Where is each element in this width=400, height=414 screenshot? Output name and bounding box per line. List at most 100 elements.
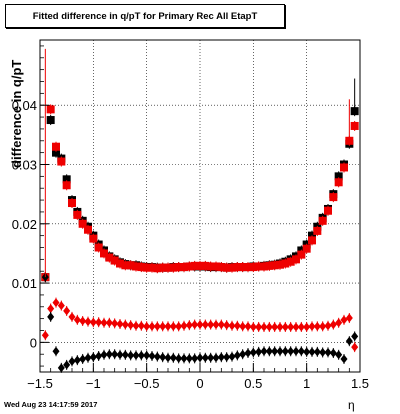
data-point-diamond bbox=[84, 353, 92, 363]
data-point-diamond bbox=[68, 312, 76, 322]
data-point-diamond bbox=[313, 321, 321, 331]
x-tick-label: 0.5 bbox=[244, 376, 262, 391]
data-point-diamond bbox=[196, 320, 204, 330]
data-point-square bbox=[73, 210, 82, 219]
data-point-square bbox=[137, 263, 146, 272]
data-point-square bbox=[340, 163, 348, 172]
data-point-diamond bbox=[201, 353, 209, 363]
data-point-square bbox=[313, 226, 322, 235]
data-point-square bbox=[238, 263, 247, 272]
data-point-diamond bbox=[287, 322, 295, 332]
data-point-square bbox=[46, 105, 55, 114]
data-point-diamond bbox=[292, 346, 300, 356]
data-point-diamond bbox=[95, 351, 103, 361]
y-tick-label: 0.03 bbox=[12, 158, 37, 173]
data-point-diamond bbox=[271, 346, 279, 356]
data-point-diamond bbox=[212, 320, 220, 330]
y-tick-label: 0.02 bbox=[12, 217, 37, 232]
data-point-diamond bbox=[180, 353, 188, 363]
data-point-diamond bbox=[169, 353, 177, 363]
timestamp-footer: Wed Aug 23 14:17:59 2017 bbox=[4, 400, 98, 409]
data-point-diamond bbox=[127, 320, 135, 330]
data-point-diamond bbox=[345, 313, 353, 323]
data-point-diamond bbox=[260, 322, 268, 332]
y-tick-label: 0.01 bbox=[12, 276, 37, 291]
data-point-diamond bbox=[351, 331, 359, 341]
data-point-square bbox=[185, 262, 194, 271]
data-point-square bbox=[142, 263, 151, 272]
data-point-diamond bbox=[132, 321, 140, 331]
data-point-diamond bbox=[47, 312, 55, 322]
data-point-diamond bbox=[52, 346, 60, 356]
data-point-square bbox=[94, 243, 103, 252]
x-axis-label: η bbox=[348, 398, 355, 412]
data-point-diamond bbox=[319, 321, 327, 331]
x-tick-label: −1.5 bbox=[27, 376, 53, 391]
data-point-square bbox=[265, 261, 274, 270]
data-point-square bbox=[158, 263, 167, 272]
data-point-diamond bbox=[207, 320, 215, 330]
data-point-diamond bbox=[111, 349, 119, 359]
data-point-diamond bbox=[137, 321, 145, 331]
data-point-square bbox=[62, 175, 71, 184]
data-point-diamond bbox=[57, 363, 65, 373]
data-point-diamond bbox=[143, 350, 151, 360]
data-point-diamond bbox=[148, 321, 156, 331]
data-point-diamond bbox=[148, 351, 156, 361]
data-point-diamond bbox=[143, 321, 151, 331]
data-point-square bbox=[350, 121, 359, 130]
data-point-diamond bbox=[127, 350, 135, 360]
data-point-diamond bbox=[79, 354, 87, 364]
data-point-square bbox=[105, 253, 114, 262]
data-point-diamond bbox=[233, 321, 241, 331]
data-point-diamond bbox=[52, 298, 60, 308]
data-point-diamond bbox=[111, 318, 119, 328]
data-point-diamond bbox=[329, 348, 337, 358]
data-point-square bbox=[206, 262, 215, 271]
data-point-square bbox=[132, 262, 140, 271]
data-point-diamond bbox=[185, 353, 193, 363]
data-point-diamond bbox=[164, 353, 172, 363]
data-point-diamond bbox=[132, 350, 140, 360]
data-point-diamond bbox=[319, 347, 327, 357]
data-point-diamond bbox=[89, 317, 97, 327]
data-point-diamond bbox=[260, 346, 268, 356]
data-point-diamond bbox=[340, 354, 348, 364]
axes: −1.5 −1 −0.5 0 0.5 1 1.5 0 0.01 0.02 0.03 0.04 bbox=[12, 39, 369, 391]
data-point-diamond bbox=[335, 350, 343, 360]
data-point-diamond bbox=[95, 317, 103, 327]
x-tick-label: 0 bbox=[196, 376, 203, 391]
data-point-diamond bbox=[239, 321, 247, 331]
data-point-diamond bbox=[329, 320, 337, 330]
x-tick-label: −1 bbox=[86, 376, 101, 391]
data-point-square bbox=[329, 193, 338, 202]
data-point-diamond bbox=[116, 319, 124, 329]
data-point-diamond bbox=[89, 352, 97, 362]
data-point-square bbox=[217, 263, 226, 272]
data-point-diamond bbox=[73, 355, 81, 365]
data-point-diamond bbox=[116, 350, 124, 360]
data-point-diamond bbox=[239, 349, 247, 359]
data-point-square bbox=[286, 257, 295, 266]
data-point-square bbox=[244, 263, 252, 272]
data-point-diamond bbox=[41, 330, 49, 340]
data-point-square bbox=[180, 263, 188, 272]
data-point-diamond bbox=[249, 347, 257, 357]
data-point-square bbox=[254, 262, 263, 271]
data-point-diamond bbox=[255, 347, 263, 357]
data-point-diamond bbox=[223, 352, 231, 362]
data-point-diamond bbox=[297, 346, 305, 356]
data-point-diamond bbox=[100, 350, 108, 360]
data-point-square bbox=[116, 259, 124, 268]
x-tick-label: −0.5 bbox=[134, 376, 160, 391]
data-point-diamond bbox=[212, 353, 220, 363]
data-point-diamond bbox=[84, 317, 92, 327]
data-point-square bbox=[110, 256, 119, 265]
data-point-diamond bbox=[57, 301, 65, 311]
data-point-diamond bbox=[351, 342, 359, 352]
data-point-diamond bbox=[217, 352, 225, 362]
data-point-diamond bbox=[164, 321, 172, 331]
data-point-diamond bbox=[313, 347, 321, 357]
data-point-diamond bbox=[233, 350, 241, 360]
